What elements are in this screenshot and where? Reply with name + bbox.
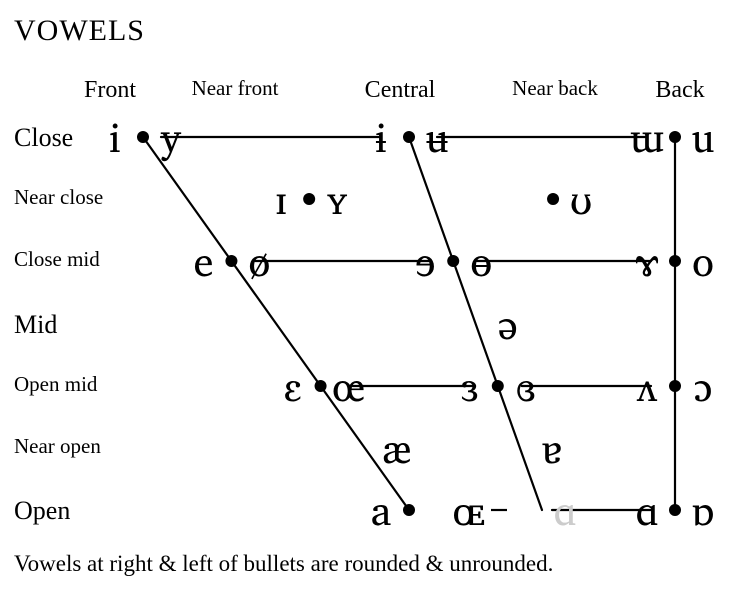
vowel-e: e xyxy=(194,241,214,281)
vowel-i: i xyxy=(109,117,121,157)
vowel-ɛ: ɛ xyxy=(284,366,302,406)
vowel-ʉ: ʉ xyxy=(426,117,449,157)
vowel-ʌ: ʌ xyxy=(636,366,657,406)
vowel-ɘ: ɘ xyxy=(415,241,435,281)
vowel-ɑ-faded: ɑ xyxy=(554,490,577,530)
vowel-a: a xyxy=(371,490,391,530)
vowel-ɵ: ɵ xyxy=(470,241,492,281)
vowel-ɤ: ɤ xyxy=(635,241,658,281)
vowel-ø: ø xyxy=(249,241,271,281)
vowel-ʏ: ʏ xyxy=(327,179,348,219)
vowel-ɔ: ɔ xyxy=(694,366,713,406)
vowel-ɯ: ɯ xyxy=(630,117,664,157)
vowel-ɞ: ɞ xyxy=(516,366,536,406)
vowel-ɜ: ɜ xyxy=(461,366,479,406)
vowel-ɐ: ɐ xyxy=(542,428,562,468)
vowel-œ: œ xyxy=(332,366,365,406)
vowel-ɶ: ɶ xyxy=(453,490,486,530)
chart-footer: Vowels at right & left of bullets are ro… xyxy=(14,552,553,575)
vowel-y: y xyxy=(160,117,181,157)
vowel-æ: æ xyxy=(382,428,411,468)
vowel-ɑ: ɑ xyxy=(636,490,659,530)
vowel-ɪ: ɪ xyxy=(276,179,287,219)
vowel-ɒ: ɒ xyxy=(692,490,715,530)
vowel-chart: VOWELS FrontNear frontCentralNear backBa… xyxy=(0,0,746,600)
vowel-ɨ: ɨ xyxy=(375,117,387,157)
vowel-ʊ: ʊ xyxy=(570,179,592,219)
vowel-ə: ə xyxy=(498,304,518,344)
vowel-o: o xyxy=(692,241,714,281)
vowel-u: u xyxy=(692,117,715,157)
